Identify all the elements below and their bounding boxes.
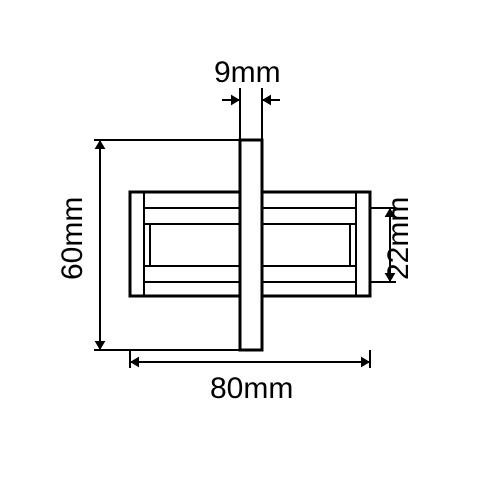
dim-right-label: 22mm <box>382 197 415 280</box>
dim-bottom-label: 80mm <box>210 372 293 405</box>
dim-left-label: 60mm <box>56 197 89 280</box>
dimension-diagram: 9mm 60mm 22mm 80mm <box>0 0 500 500</box>
dim-top-label: 9mm <box>214 56 281 89</box>
